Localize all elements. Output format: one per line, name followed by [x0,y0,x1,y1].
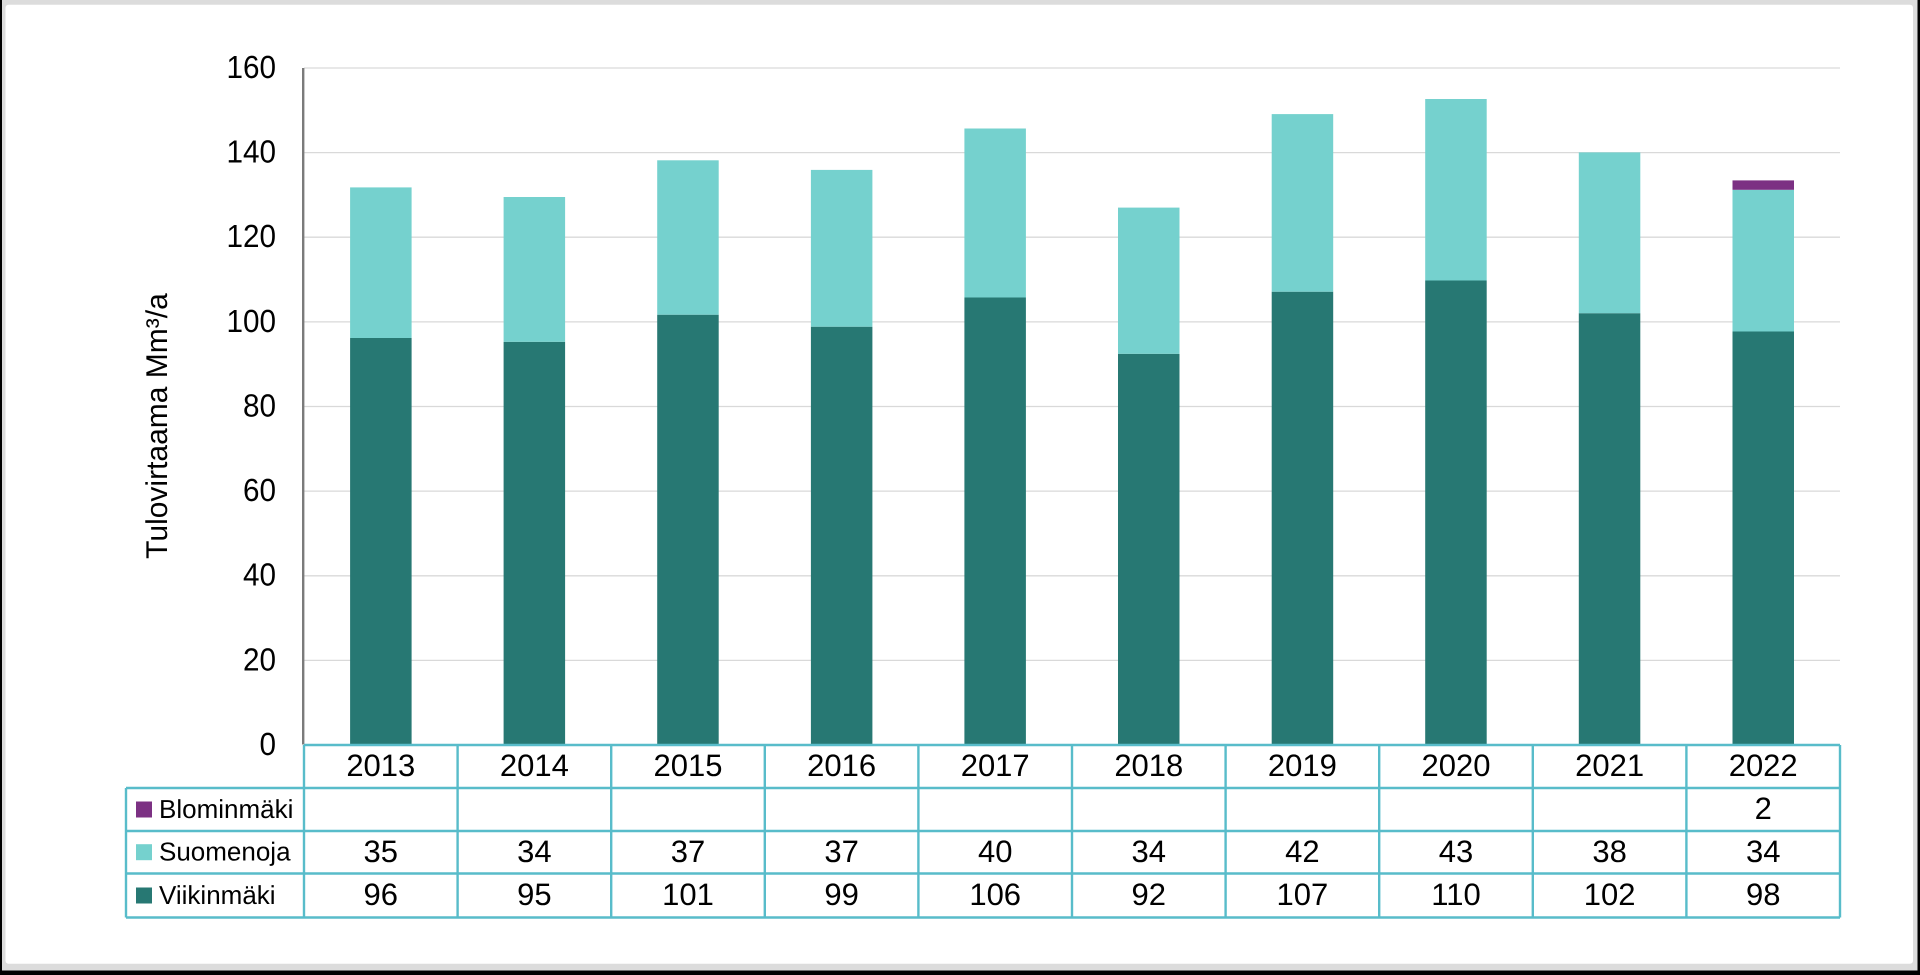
svg-text:60: 60 [243,472,276,508]
svg-text:Suomenoja: Suomenoja [159,837,291,867]
svg-text:Viikinmäki: Viikinmäki [159,880,276,910]
svg-text:2014: 2014 [500,748,569,783]
svg-text:20: 20 [243,641,276,677]
svg-text:92: 92 [1132,877,1166,912]
svg-text:37: 37 [671,834,705,869]
svg-text:102: 102 [1584,877,1636,912]
svg-text:120: 120 [227,218,277,254]
svg-text:Tulovirtaama Mm³/a: Tulovirtaama Mm³/a [141,293,174,559]
svg-text:40: 40 [243,557,276,593]
svg-text:107: 107 [1277,877,1329,912]
svg-text:Blominmäki: Blominmäki [159,794,293,824]
svg-text:37: 37 [824,834,858,869]
svg-text:96: 96 [364,877,398,912]
svg-text:99: 99 [824,877,858,912]
svg-text:2015: 2015 [654,748,723,783]
svg-text:100: 100 [227,303,277,339]
svg-text:2018: 2018 [1114,748,1183,783]
svg-text:140: 140 [227,134,277,170]
svg-text:2020: 2020 [1422,748,1491,783]
svg-text:98: 98 [1746,877,1780,912]
svg-text:2017: 2017 [961,748,1030,783]
svg-text:38: 38 [1592,834,1626,869]
svg-text:34: 34 [1746,834,1780,869]
svg-text:2: 2 [1755,791,1772,826]
svg-text:35: 35 [364,834,398,869]
svg-text:34: 34 [1132,834,1166,869]
svg-text:110: 110 [1431,877,1480,912]
svg-text:80: 80 [243,387,276,423]
svg-text:2016: 2016 [807,748,876,783]
svg-text:2013: 2013 [346,748,415,783]
svg-text:95: 95 [517,877,551,912]
svg-text:40: 40 [978,834,1012,869]
svg-text:34: 34 [517,834,551,869]
svg-text:106: 106 [969,877,1021,912]
svg-text:2021: 2021 [1575,748,1644,783]
svg-text:42: 42 [1285,834,1319,869]
svg-text:43: 43 [1439,834,1473,869]
svg-text:2022: 2022 [1729,748,1798,783]
svg-text:0: 0 [260,726,277,762]
svg-text:2019: 2019 [1268,748,1337,783]
svg-text:101: 101 [662,877,714,912]
svg-text:160: 160 [227,49,277,85]
